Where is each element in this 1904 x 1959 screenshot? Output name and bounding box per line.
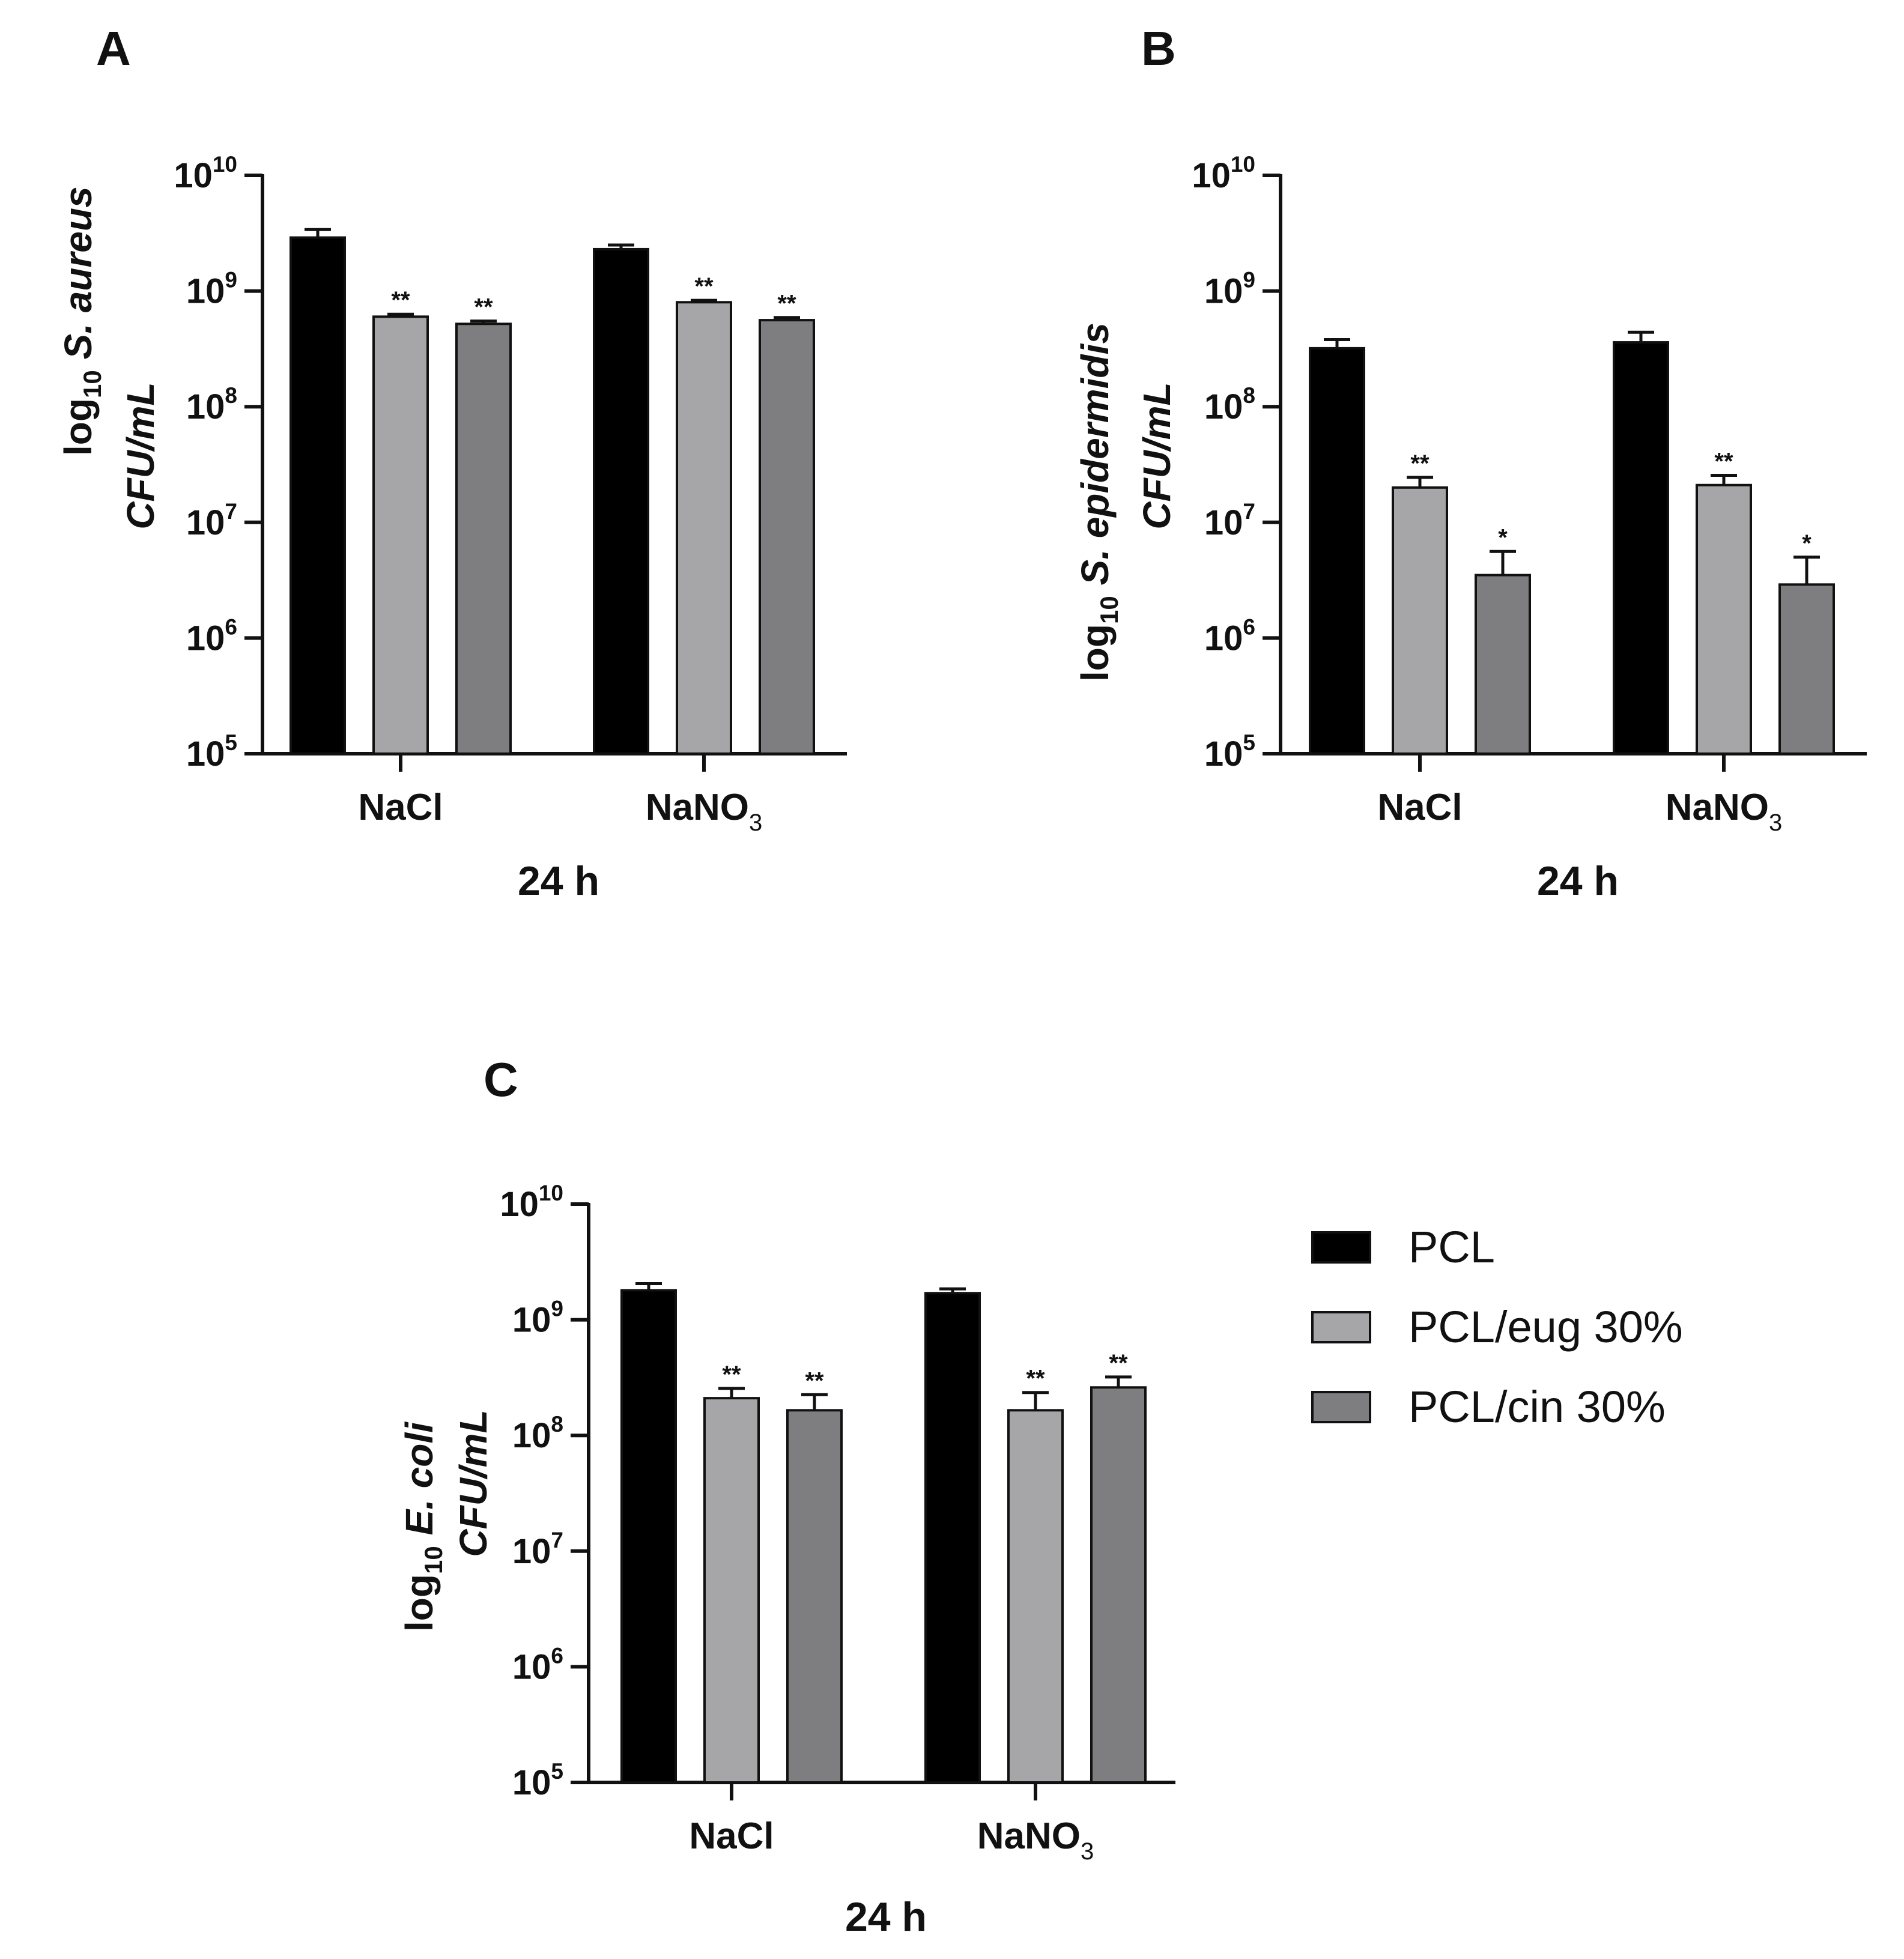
- panel-b-bar: [1475, 574, 1531, 755]
- panel-c-bar: [620, 1289, 677, 1784]
- panel-a-ytick-label: 1010: [174, 152, 237, 195]
- panel-b-ylabel-units: CFU/mL: [1135, 382, 1178, 529]
- panel-b-bar: [1309, 347, 1365, 755]
- legend: PCL PCL/eug 30% PCL/cin 30%: [1311, 1222, 1683, 1432]
- panel-c-plot: 105 106 107 108 109 1010 ** ** NaCl ** ** NaNO3: [500, 1181, 1175, 1865]
- panel-c-ylabel-organism: log10 E. coli: [398, 1422, 447, 1632]
- legend-label-pcl-eug: PCL/eug 30%: [1408, 1302, 1683, 1352]
- panel-b-ytick-label: 108: [1204, 383, 1255, 426]
- panel-b-bar: [1392, 486, 1448, 755]
- panel-a-bar: [455, 322, 512, 755]
- legend-label-pcl-cin: PCL/cin 30%: [1408, 1382, 1666, 1432]
- panel-b-letter: B: [1141, 22, 1176, 75]
- panel-b-ytick-label: 107: [1204, 499, 1255, 542]
- panel-b-category-label: NaCl: [1377, 787, 1462, 828]
- panel-c-ytick-label: 109: [512, 1297, 563, 1340]
- panel-b-significance-label: **: [1410, 450, 1430, 477]
- legend-label-pcl: PCL: [1408, 1222, 1495, 1272]
- panel-a-bar: [759, 319, 815, 755]
- panel-a-xlabel: 24 h: [518, 858, 599, 904]
- panel-c-ytick-label: 108: [512, 1412, 563, 1455]
- legend-swatch-pcl-cin: [1311, 1391, 1371, 1423]
- panel-b-bar: [1613, 341, 1669, 755]
- panel-a-ytick-label: 105: [186, 730, 237, 774]
- panel-a-ylabel-organism: log10 S. aureus: [56, 186, 106, 456]
- panel-b-ytick-label: 106: [1204, 614, 1255, 658]
- panel-c-significance-label: **: [1109, 1350, 1128, 1376]
- panel-a-bar: [593, 247, 649, 755]
- panel-c-significance-label: **: [1026, 1366, 1045, 1392]
- panel-b-bar: [1696, 483, 1752, 755]
- panel-c-bar: [703, 1397, 760, 1784]
- panel-b-bar: [1778, 583, 1835, 755]
- panel-c-bar: [786, 1409, 843, 1784]
- panel-b-xlabel: 24 h: [1537, 858, 1619, 904]
- panel-c-bar: [924, 1292, 981, 1784]
- panel-a-ylabel-units: CFU/mL: [119, 382, 162, 529]
- panel-b-category-label: NaNO3: [1666, 787, 1783, 836]
- panel-a-ytick-label: 109: [186, 268, 237, 311]
- panel-c-xlabel: 24 h: [845, 1894, 927, 1940]
- panel-c-category-label: NaNO3: [977, 1815, 1094, 1865]
- panel-a-bar: [372, 315, 429, 755]
- panel-b-significance-label: **: [1714, 449, 1733, 475]
- legend-swatch-pcl: [1311, 1231, 1371, 1264]
- panel-b: B log10 S. epidermidis CFU/mL 105 106 107 1…: [1073, 22, 1867, 904]
- panel-a-category-label: NaNO3: [646, 787, 763, 836]
- panel-a-ytick-label: 108: [186, 383, 237, 426]
- panel-b-ytick-label: 105: [1204, 730, 1255, 774]
- panel-a-plot: 105 106 107 108 109 1010 ** ** NaCl ** ** NaNO3: [174, 152, 847, 836]
- panel-c-significance-label: **: [722, 1361, 741, 1388]
- panel-a-significance-label: **: [777, 291, 796, 317]
- panel-b-ylabel-organism: log10 S. epidermidis: [1073, 322, 1123, 682]
- panel-b-ytick-label: 1010: [1192, 152, 1255, 195]
- legend-swatch-pcl-eug: [1311, 1311, 1371, 1343]
- panel-a-bar: [676, 301, 732, 755]
- panel-c-bar: [1007, 1409, 1064, 1784]
- panel-c-bar: [1090, 1386, 1147, 1784]
- panel-b-ytick-label: 109: [1204, 268, 1255, 311]
- panel-c-ytick-label: 106: [512, 1643, 563, 1686]
- panel-a-bar: [290, 236, 346, 755]
- panel-a-ytick-label: 106: [186, 614, 237, 658]
- panel-a: A log10 S. aureus CFU/mL 105 106 107 108 109…: [56, 22, 847, 904]
- legend-item-pcl: PCL: [1311, 1222, 1495, 1272]
- panel-c: C log10 E. coli CFU/mL 10510610710810910…: [398, 1053, 1175, 1940]
- panel-c-ytick-label: 105: [512, 1759, 563, 1802]
- panel-c-ylabel-units: CFU/mL: [452, 1409, 495, 1557]
- legend-item-pcl-cin: PCL/cin 30%: [1311, 1382, 1666, 1432]
- panel-b-significance-label: *: [1802, 530, 1812, 557]
- panel-c-ytick-label: 107: [512, 1528, 563, 1571]
- panel-c-category-label: NaCl: [689, 1815, 774, 1857]
- panel-a-significance-label: **: [391, 287, 410, 313]
- panel-a-letter: A: [96, 22, 131, 75]
- panel-b-significance-label: *: [1498, 524, 1508, 551]
- panel-c-significance-label: **: [805, 1367, 824, 1394]
- panel-c-letter: C: [484, 1053, 518, 1106]
- panel-a-significance-label: **: [694, 273, 714, 300]
- legend-item-pcl-eug: PCL/eug 30%: [1311, 1302, 1683, 1352]
- panel-a-ytick-label: 107: [186, 499, 237, 542]
- panel-a-significance-label: **: [474, 294, 493, 321]
- panel-c-ytick-label: 1010: [500, 1181, 563, 1224]
- panel-a-category-label: NaCl: [358, 787, 443, 828]
